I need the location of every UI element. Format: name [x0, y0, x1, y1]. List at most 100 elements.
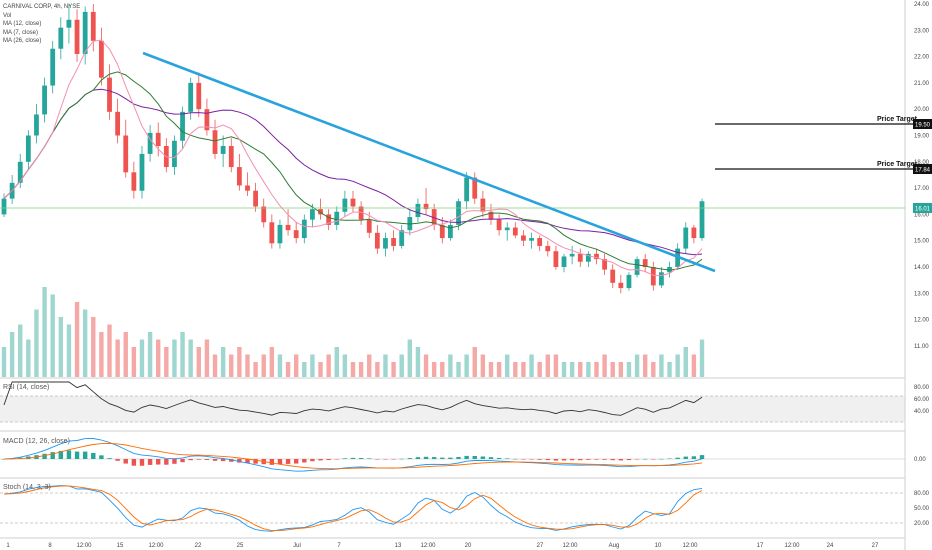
time-tick-label: 12:00 — [148, 543, 164, 549]
macd-hist-bar — [569, 459, 575, 461]
candle-body — [610, 269, 616, 283]
macd-hist-bar — [188, 459, 193, 461]
volume-bar — [488, 362, 494, 377]
candle-body — [659, 272, 664, 286]
volume-bar — [318, 362, 323, 377]
volume-bar — [220, 347, 226, 377]
stoch-label: Stoch (14, 3, 3) — [3, 484, 51, 491]
macd-hist-bar — [334, 459, 339, 460]
ma-legend-2: MA (7, close) — [3, 29, 39, 36]
macd-hist-bar — [496, 457, 502, 459]
volume-bar — [448, 354, 453, 377]
time-tick-label: 15 — [117, 543, 124, 549]
target2-tag — [913, 164, 932, 174]
volume-bar — [172, 339, 177, 377]
candle-body — [439, 224, 445, 239]
macd-hist-bar — [634, 459, 640, 460]
time-tick-label: 20 — [465, 543, 472, 549]
macd-hist-bar — [505, 458, 510, 459]
volume-bar — [123, 332, 128, 377]
candle-body — [25, 135, 31, 162]
candle-body — [301, 219, 307, 239]
volume-bar — [553, 354, 559, 377]
macd-hist-bar — [383, 459, 388, 460]
volume-bar — [139, 339, 145, 377]
candle-body — [90, 11, 96, 41]
time-tick-label: 8 — [48, 543, 52, 549]
volume-bar — [269, 347, 275, 377]
macd-hist-bar — [66, 450, 72, 459]
macd-hist-bar — [350, 457, 356, 459]
macd-hist-bar — [229, 459, 234, 462]
candle-body — [650, 267, 656, 286]
volume-bar — [229, 354, 234, 377]
volume-bar — [342, 354, 348, 377]
volume-bar — [156, 339, 161, 377]
candle-body — [42, 85, 47, 115]
macd-hist-bar — [58, 450, 64, 459]
volume-bar — [691, 354, 697, 377]
volume-bar — [277, 354, 283, 377]
candle-body — [253, 190, 259, 207]
volume-bar — [472, 347, 477, 377]
candle-body — [366, 219, 372, 233]
volume-bar — [569, 362, 575, 377]
candle-body — [50, 48, 56, 86]
macd-hist-bar — [691, 456, 697, 459]
volume-bar — [107, 324, 112, 377]
current-price-tag-value: 16.01 — [915, 207, 931, 213]
volume-bar — [618, 362, 624, 377]
target1-tag — [913, 119, 932, 129]
macd-hist-bar — [123, 459, 128, 464]
macd-hist-bar — [618, 459, 624, 461]
price-tick-label: 11.00 — [914, 344, 929, 350]
macd-hist-bar — [594, 459, 599, 460]
candle-body — [585, 253, 591, 262]
volume-bar — [423, 354, 429, 377]
macd-histogram — [1, 450, 705, 466]
candle-body — [58, 27, 64, 49]
candle-body — [115, 111, 121, 136]
macd-hist-bar — [326, 459, 331, 461]
volume-bar — [505, 354, 510, 377]
volume-bar — [440, 362, 445, 377]
macd-hist-bar — [156, 459, 161, 465]
volume-bar — [456, 362, 461, 377]
volume-bar — [358, 362, 364, 377]
macd-hist-bar — [521, 459, 526, 460]
volume-bar — [253, 362, 258, 377]
volume-bar — [26, 339, 31, 377]
macd-hist-bar — [431, 457, 437, 459]
macd-hist-bar — [1, 459, 7, 460]
volume-bar — [18, 324, 23, 377]
macd-hist-bar — [74, 451, 80, 459]
candle-body — [236, 167, 242, 186]
time-tick-label: 12:00 — [76, 543, 92, 549]
macd-hist-bar — [651, 459, 656, 460]
time-tick-label: 10 — [655, 543, 662, 549]
time-tick-label: 12:00 — [784, 543, 800, 549]
candle-body — [464, 177, 470, 202]
rsi-tick-label: 40.00 — [914, 409, 930, 415]
candle-body — [220, 146, 226, 154]
macd-hist-bar — [367, 458, 372, 459]
candle-body — [569, 253, 575, 257]
volume-bar — [147, 332, 153, 377]
candle-body — [285, 224, 291, 231]
chart-legend: CARNIVAL CORP, 4h, NYSE Vol MA (12, clos… — [3, 3, 80, 46]
candlesticks — [1, 4, 705, 294]
current-price-tag — [913, 203, 932, 213]
volume-bar — [42, 287, 47, 377]
macd-line — [3, 438, 703, 472]
macd-hist-bar — [415, 457, 421, 459]
stoch-axis: 80.00 50.00 20.00 — [914, 491, 930, 527]
stoch-tick-label: 20.00 — [914, 521, 930, 527]
candle-body — [374, 232, 380, 249]
candle-body — [74, 19, 80, 54]
candle-body — [155, 132, 161, 147]
price-tick-label: 22.00 — [914, 55, 930, 61]
candle-body — [504, 227, 510, 231]
volume-bar — [634, 354, 640, 377]
rsi-label: RSI (14, close) — [3, 384, 49, 391]
main-pane-bg — [0, 0, 905, 378]
